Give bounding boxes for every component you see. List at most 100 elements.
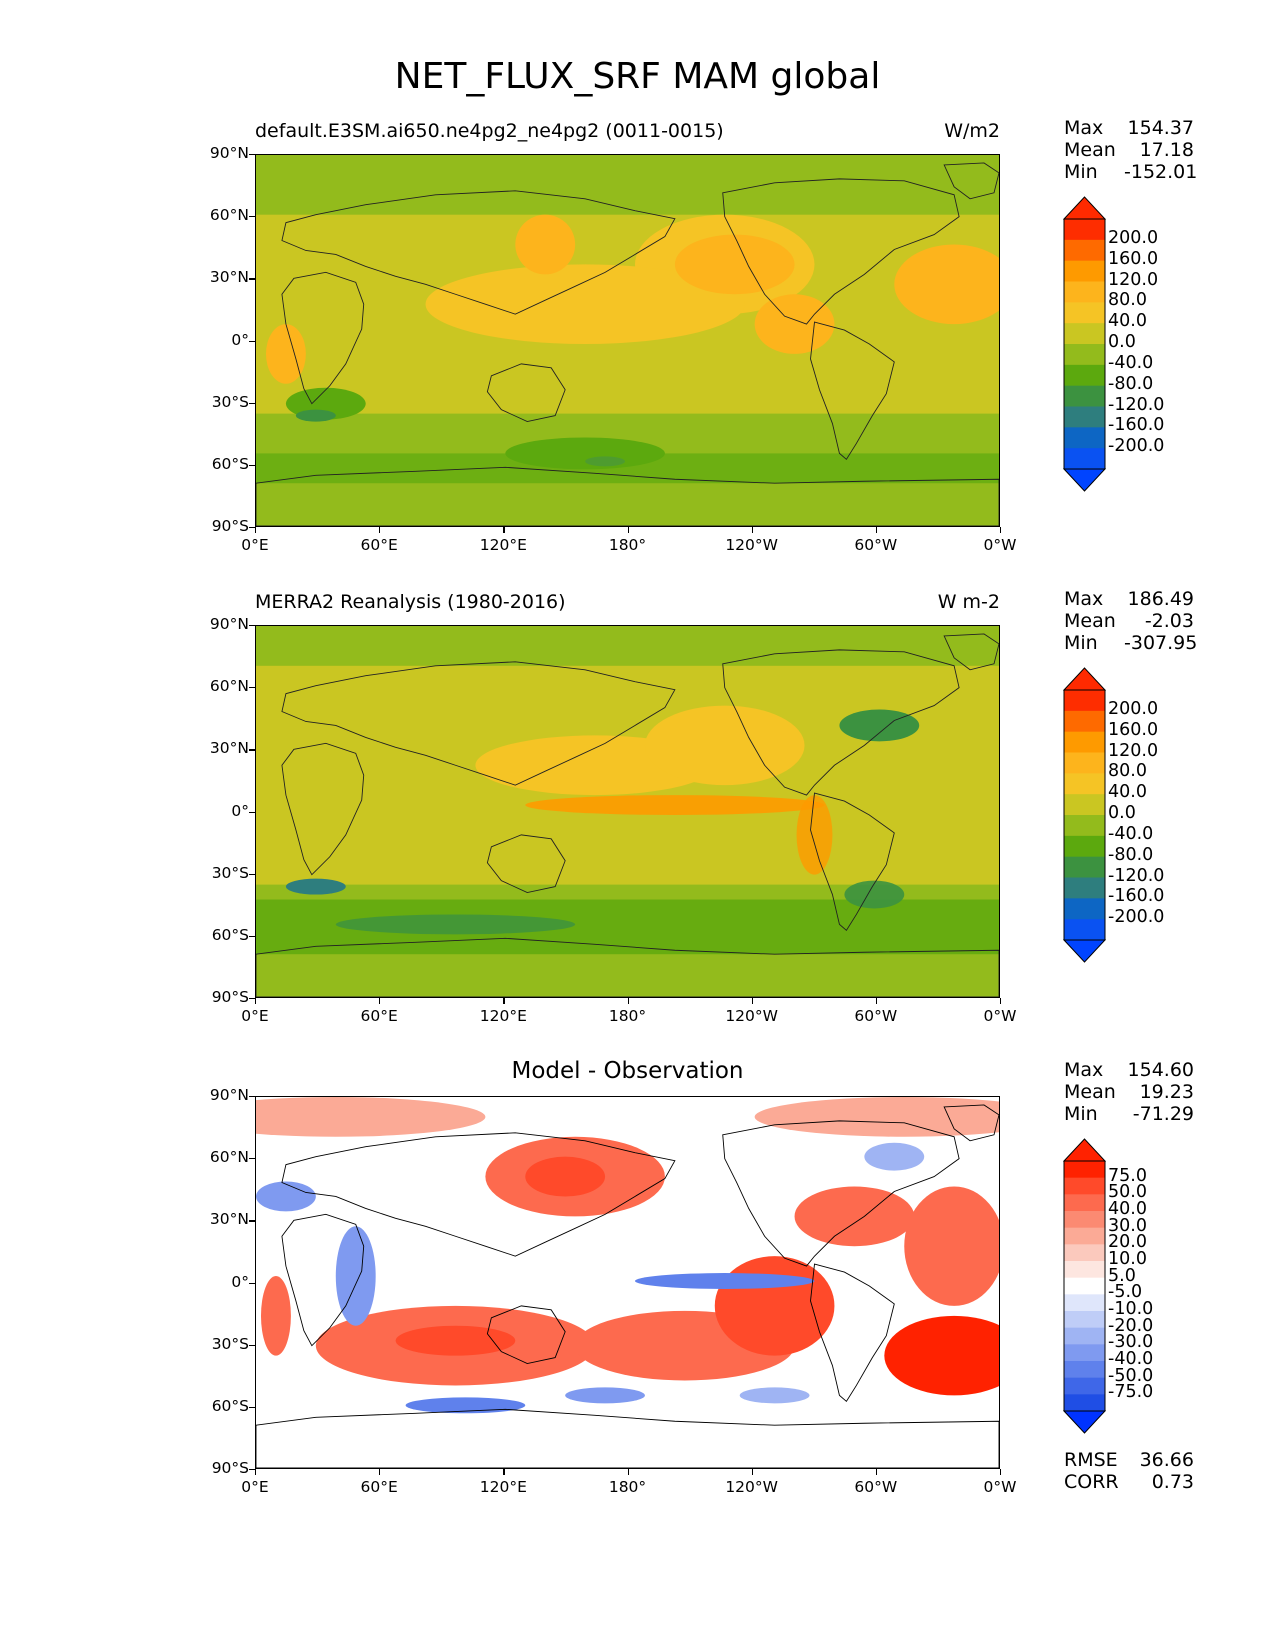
colorbar <box>1063 667 1106 963</box>
y-tick-mark <box>249 1158 255 1160</box>
coastline-africa <box>281 1213 365 1347</box>
colorbar-band <box>1064 344 1105 366</box>
coastline-australia <box>486 834 566 894</box>
stat-row: Mean 17.18 <box>1064 139 1194 161</box>
colorbar-band <box>1064 302 1105 324</box>
colorbar-band <box>1064 1294 1105 1312</box>
y-tick-mark <box>249 402 255 404</box>
x-tick-label: 0°W <box>983 1478 1017 1496</box>
colorbar-band <box>1064 1194 1105 1212</box>
colorbar-tick-label: -10.0 <box>1108 1299 1154 1319</box>
colorbar-tick-label: 75.0 <box>1108 1165 1147 1186</box>
x-tick-mark <box>751 1469 753 1475</box>
stat-row: Mean -2.03 <box>1064 610 1194 632</box>
stat-row: Min -152.01 <box>1064 161 1197 183</box>
x-tick-label: 120°W <box>725 536 778 554</box>
metric-label: RMSE <box>1064 1449 1118 1471</box>
colorbar-tick-label: 40.0 <box>1108 1199 1147 1219</box>
metric-value: 0.73 <box>1151 1471 1194 1493</box>
coastline-antarctica <box>256 466 999 526</box>
colorbar-tick-label: -160.0 <box>1108 886 1165 907</box>
stat-label: Min <box>1064 632 1098 654</box>
coastline-australia <box>486 363 566 423</box>
x-tick-label: 0°E <box>241 1478 269 1496</box>
colorbar-band <box>1064 794 1105 816</box>
x-tick-mark <box>255 1469 257 1475</box>
x-tick-mark <box>503 527 505 533</box>
y-tick-label: 0° <box>231 1272 249 1291</box>
coastline-samerica <box>810 792 895 932</box>
colorbar-band <box>1064 1261 1105 1279</box>
y-tick-label: 30°S <box>211 1334 249 1353</box>
coastline-africa <box>281 271 365 405</box>
stat-row: Min -71.29 <box>1064 1103 1194 1125</box>
colorbar-band <box>1064 835 1105 858</box>
colorbar-band <box>1064 1311 1105 1329</box>
coastline-antarctica <box>256 1408 999 1468</box>
stat-label: Max <box>1064 588 1104 610</box>
coastline-africa <box>281 742 365 876</box>
metric-row: CORR 0.73 <box>1064 1471 1194 1493</box>
x-tick-label: 0°E <box>241 536 269 554</box>
colorbar-band <box>1064 1244 1105 1262</box>
coastline-greenland <box>943 1104 999 1142</box>
colorbar-tick-label: 120.0 <box>1108 740 1159 761</box>
colorbar-tick-label: 80.0 <box>1108 761 1147 782</box>
x-tick-mark <box>379 527 381 533</box>
colorbar-tick-label: 200.0 <box>1108 698 1159 719</box>
y-tick-label: 30°N <box>209 739 249 758</box>
panel-center-title: Model - Observation <box>511 1058 744 1084</box>
y-tick-label: 60°S <box>211 925 249 944</box>
colorbar-band <box>1064 690 1105 712</box>
x-tick-label: 60°W <box>854 1007 898 1025</box>
x-tick-label: 60°W <box>854 536 898 554</box>
colorbar-tick-label: -75.0 <box>1108 1382 1154 1403</box>
x-tick-label: 60°E <box>360 536 398 554</box>
y-tick-mark <box>249 935 255 938</box>
map-panel-2 <box>255 625 1000 998</box>
x-tick-label: 60°E <box>360 1478 398 1496</box>
stat-label: Min <box>1064 1103 1098 1125</box>
stat-label: Min <box>1064 161 1098 183</box>
x-tick-mark <box>875 527 878 533</box>
y-tick-label: 60°N <box>209 206 249 225</box>
y-tick-mark <box>249 527 255 529</box>
colorbar-band <box>1064 1394 1105 1412</box>
x-tick-label: 120°W <box>725 1007 778 1025</box>
y-tick-label: 90°S <box>211 1459 249 1477</box>
stat-value: -2.03 <box>1144 610 1194 632</box>
colorbar-band <box>1064 1227 1105 1245</box>
colorbar-band <box>1064 406 1105 428</box>
y-tick-label: 0° <box>231 330 249 349</box>
x-tick-mark <box>379 1469 381 1475</box>
coastline-eurasia <box>281 190 676 315</box>
y-tick-label: 30°S <box>211 392 249 411</box>
colorbar-tick-label: -30.0 <box>1108 1332 1154 1353</box>
x-tick-label: 120°E <box>479 536 527 554</box>
y-tick-mark <box>249 998 255 1000</box>
x-tick-mark <box>379 998 381 1004</box>
x-tick-mark <box>875 998 878 1004</box>
y-tick-mark <box>249 1469 255 1471</box>
colorbar-band <box>1064 239 1105 262</box>
figure-title: NET_FLUX_SRF MAM global <box>394 56 881 97</box>
x-tick-mark <box>1000 998 1002 1004</box>
stat-value: 186.49 <box>1127 588 1194 610</box>
colorbar-band <box>1064 877 1105 899</box>
colorbar-tick-label: 10.0 <box>1108 1249 1147 1269</box>
colorbar-band <box>1064 427 1105 449</box>
y-tick-label: 60°S <box>211 454 249 473</box>
colorbar-tick-label: 20.0 <box>1108 1232 1147 1253</box>
colorbar-tick-label: 5.0 <box>1108 1265 1136 1286</box>
x-tick-label: 180° <box>608 1478 647 1496</box>
colorbar-tick-label: 80.0 <box>1108 290 1147 311</box>
colorbar-band <box>1064 1327 1105 1345</box>
colorbar-tick-label: -40.0 <box>1108 823 1154 844</box>
colorbar-tick-label: 120.0 <box>1108 269 1159 290</box>
stat-label: Mean <box>1064 610 1116 632</box>
y-tick-label: 60°N <box>209 1148 249 1167</box>
y-tick-label: 0° <box>231 801 249 820</box>
x-tick-label: 120°E <box>479 1007 527 1025</box>
x-tick-label: 0°W <box>983 1007 1017 1025</box>
colorbar-tick-label: 40.0 <box>1108 782 1147 803</box>
